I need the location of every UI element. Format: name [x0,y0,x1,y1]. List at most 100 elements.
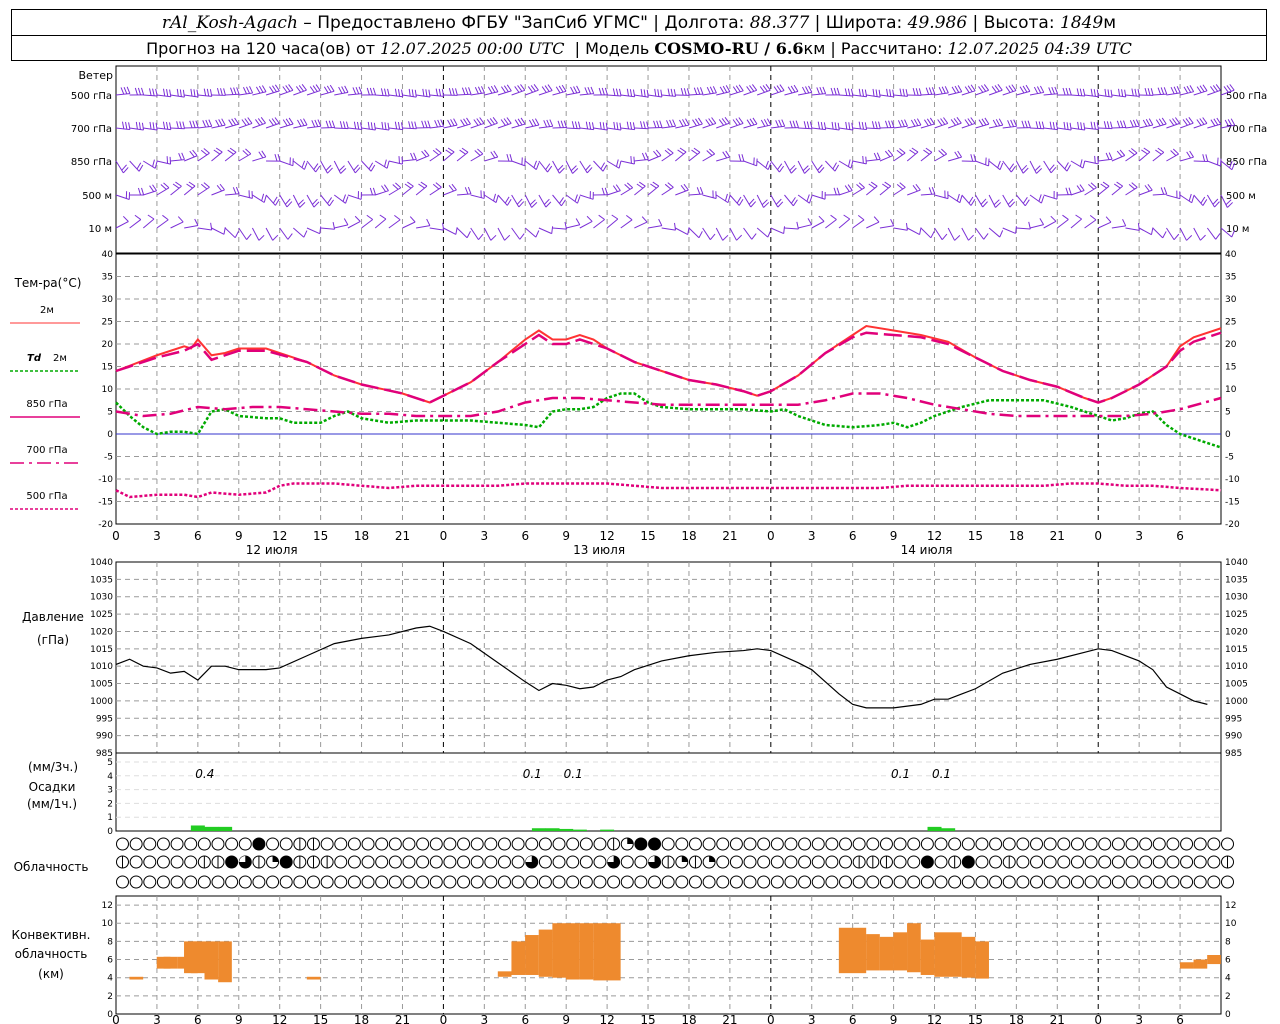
wind-barb-flag [666,120,670,128]
wind-barb [729,84,744,96]
wind-barb [1002,160,1016,173]
wind-barb-shaft [470,194,485,199]
cloud-cell [334,837,348,851]
convective-time-tick: 3 [481,1013,489,1024]
wind-barb-flag [135,121,138,130]
wind-barb [852,155,867,165]
cloud-cell [1098,855,1112,869]
wind-barb-shaft [525,124,540,129]
wind-barb-shaft [115,160,124,174]
wind-barb-flag [679,119,684,127]
wind-barb-flag [435,148,442,154]
wind-barb-flag [888,120,892,128]
wind-barb-flag [176,88,179,97]
cloud-cell [170,855,184,869]
wind-barb [647,218,663,229]
wind-barb [907,183,921,196]
wind-barb-shaft [1043,127,1058,131]
wind-barb-flag [1027,120,1031,128]
wind-barb-shaft [497,194,508,206]
wind-barb-flag [535,230,540,238]
wind-barb-flag [641,216,648,223]
wind-barb-shaft [1029,194,1042,204]
wind-barb [988,118,1004,129]
cloud-cell [334,855,348,869]
temp-ytick-right: 15 [1225,363,1236,373]
wind-barb-shaft [511,160,525,167]
wind-barb [170,152,185,162]
wind-barb-flag [355,86,360,95]
wind-barb-flag [956,193,960,202]
cloud-cell [825,837,839,851]
cloud-circle [443,855,457,869]
wind-barb-shaft [443,189,457,196]
cloud-cell [497,875,511,889]
temp-ytick-right: 30 [1225,295,1237,305]
cloud-circle [225,837,239,851]
wind-barb-flag [372,187,377,196]
cloud-circle [484,875,498,889]
wind-barb-flag [1066,164,1072,172]
wind-barb-shaft [484,156,498,162]
wind-barb-flag [778,165,785,173]
temp-ytick-left: -10 [98,475,113,485]
wind-barb-flag [938,86,943,95]
wind-barb-flag [899,182,906,188]
cloud-circle [170,837,184,851]
wind-barb [838,159,854,169]
wind-barb-flag [1144,88,1148,96]
wind-barb-flag [455,88,458,96]
cloud-cell [429,875,443,889]
wind-barb [156,121,172,131]
cloud-circle [893,855,907,869]
wind-barb-shaft [1207,89,1221,96]
cloud-cell [170,837,184,851]
wind-barb-flag [639,121,643,129]
wind-barb [238,117,253,129]
wind-barb-shaft [265,90,280,96]
cloud-cell [347,837,361,851]
wind-barb [934,148,947,162]
wind-barb [347,160,361,174]
wind-barb-flag [787,86,793,94]
wind-level-right: 500 м [1226,191,1256,202]
wind-barb-shaft [579,93,594,96]
model-label: | Модель [564,38,655,58]
wind-barb-shaft [416,225,431,229]
wind-barb-shaft [142,218,155,229]
wind-barb-flag [531,202,538,208]
station-name: rAl_Kosh-Agach [161,12,298,33]
wind-barb-flag [1013,119,1018,127]
cloud-cell [361,855,375,869]
wind-barb-flag [418,183,425,189]
cloud-cell [1030,837,1044,851]
wind-barb-flag [201,183,208,190]
cloud-cell [852,875,866,889]
wind-barb [143,121,158,131]
wind-barb-flag [600,162,606,170]
wind-barb-flag [236,87,240,95]
wind-barb-flag [836,187,840,195]
wind-barb-flag [178,152,182,161]
pressure-ytick-right: 985 [1225,749,1242,759]
cloud-cell [907,837,921,851]
wind-barb-shaft [1220,227,1233,238]
wind-barb [429,148,442,162]
wind-barb-flag [749,118,755,126]
wind-barb-flag [1150,227,1154,235]
wind-barb-shaft [743,227,753,240]
wind-barb-flag [984,117,990,125]
wind-barb [797,194,813,204]
cloud-cell [225,875,239,889]
cloud-cell [648,875,662,889]
wind-barb-shaft [184,94,199,98]
cloud-cell [1221,837,1234,851]
cloud-circle [1016,855,1030,869]
wind-barb [361,214,374,229]
wind-barb [893,88,909,97]
wind-barb-flag [401,89,404,97]
wind-barb-flag [383,88,387,96]
wind-barb-flag [1229,84,1235,91]
wind-barb-flag [1090,121,1093,129]
cloud-cell [975,875,989,889]
